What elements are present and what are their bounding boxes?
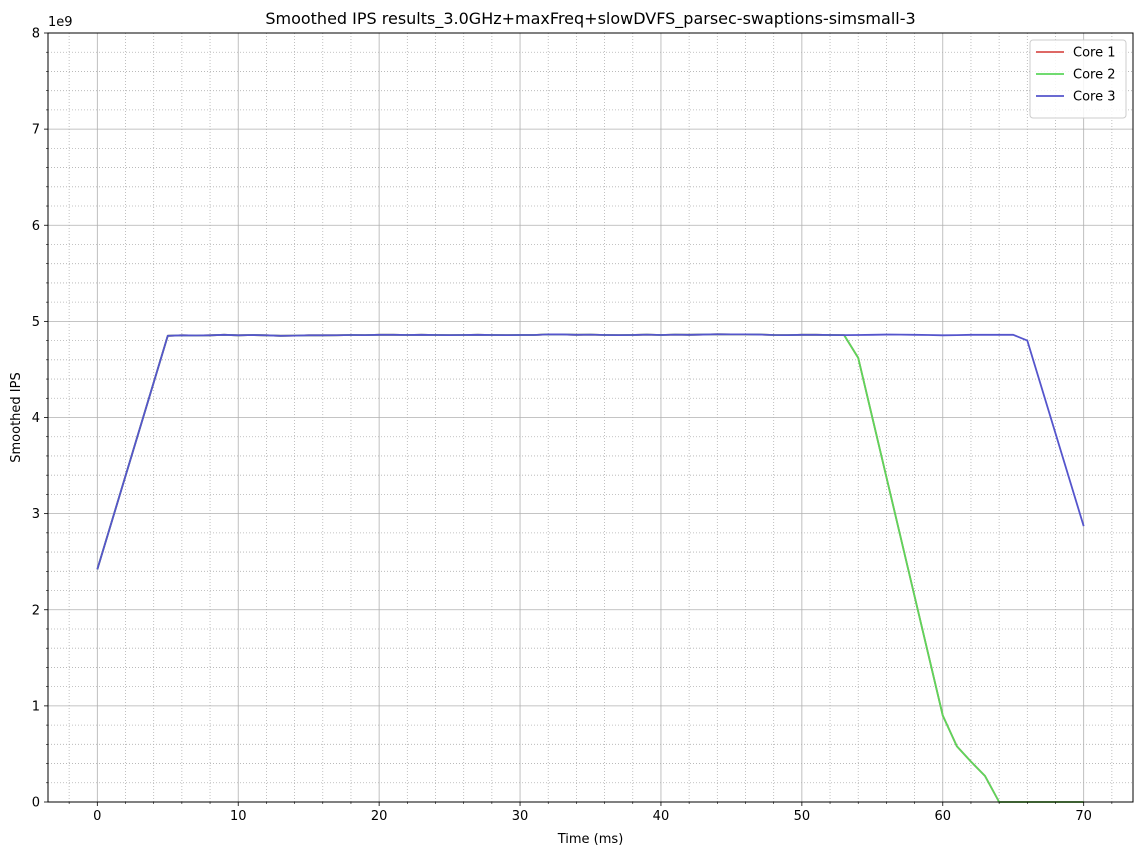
y-tick-label: 0: [32, 796, 40, 811]
y-tick-label: 1: [32, 699, 40, 714]
y-axis-label: Smoothed IPS: [9, 372, 24, 462]
x-tick-label: 70: [1075, 809, 1092, 824]
y-tick-label: 6: [32, 219, 40, 234]
x-axis-label: Time (ms): [557, 832, 624, 847]
y-tick-label: 5: [32, 315, 40, 330]
x-tick-label: 0: [93, 809, 101, 824]
legend-label: Core 3: [1073, 90, 1116, 105]
x-tick-label: 40: [653, 809, 670, 824]
axis-ticks: 0 10 20 30 40 50 60 70 0 1 2 3 4 5 6 7 8: [32, 27, 1113, 824]
legend-label: Core 2: [1073, 68, 1116, 83]
legend-box: [1029, 39, 1127, 119]
x-tick-label: 20: [371, 809, 388, 824]
y-axis-offset-label: 1e9: [48, 15, 73, 30]
legend: Core 1 Core 2 Core 3: [1029, 39, 1127, 119]
series-line-core-3: [96, 333, 1085, 570]
legend-label: Core 1: [1073, 46, 1116, 61]
y-tick-label: 2: [32, 603, 40, 618]
y-tick-label: 4: [32, 411, 40, 426]
y-tick-label: 8: [32, 27, 40, 42]
series-lines: [96, 333, 1085, 803]
chart-title: Smoothed IPS results_3.0GHz+maxFreq+slow…: [265, 9, 915, 29]
x-tick-label: 60: [934, 809, 951, 824]
x-tick-label: 10: [230, 809, 247, 824]
x-tick-label: 30: [512, 809, 529, 824]
y-tick-label: 7: [32, 123, 40, 138]
y-tick-label: 3: [32, 507, 40, 522]
x-tick-label: 50: [794, 809, 811, 824]
